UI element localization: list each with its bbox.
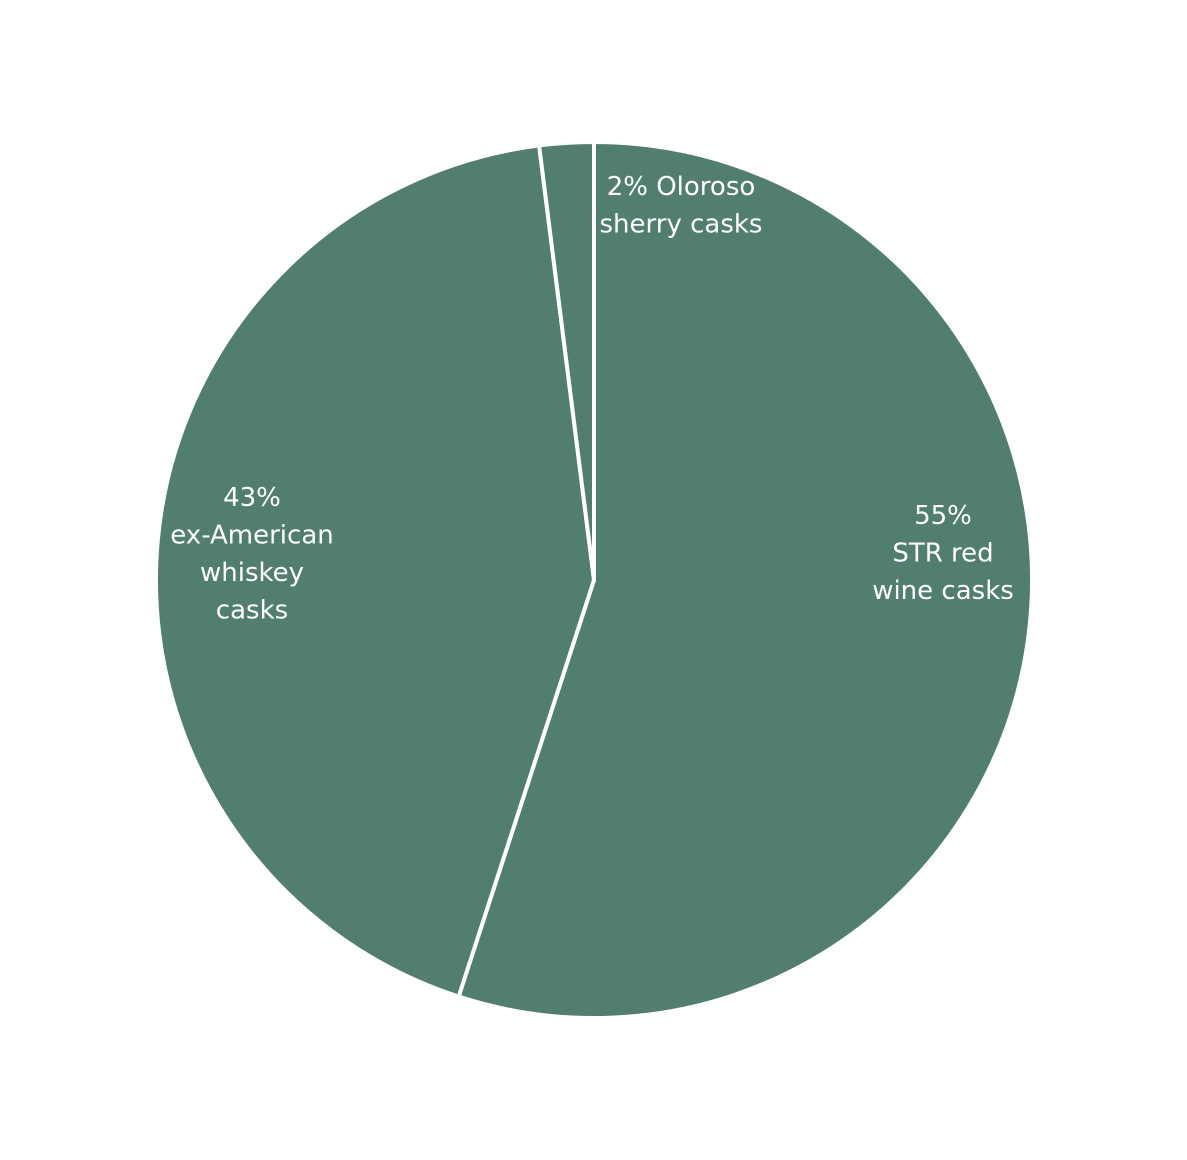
pie-label-line: casks	[216, 596, 288, 626]
pie-label-line: 2% Oloroso	[607, 172, 756, 202]
slices-layer	[154, 139, 1034, 1020]
labels-layer: 55% STR red wine casks 43% ex-American whiske…	[170, 172, 1014, 626]
pie-label-line: STR red	[892, 539, 993, 569]
pie-label-line: ex-American	[170, 521, 333, 551]
pie-label-line: 43%	[223, 483, 281, 513]
pie-slice-oloroso-sherry	[537, 139, 596, 582]
pie-label-str-red-wine: 55% STR red wine casks	[872, 501, 1014, 606]
pie-label-line: whiskey	[200, 558, 304, 588]
pie-label-ex-american-whiskey: 43% ex-American whiskey casks	[170, 483, 333, 626]
pie-slice-ex-american-whiskey	[154, 143, 596, 999]
pie-label-line: sherry casks	[600, 210, 763, 240]
pie-label-line: 55%	[914, 501, 972, 531]
pie-label-line: wine casks	[872, 576, 1014, 606]
pie-slice-str-red-wine	[456, 140, 1034, 1020]
pie-label-oloroso-sherry: 2% Oloroso sherry casks	[600, 172, 763, 240]
